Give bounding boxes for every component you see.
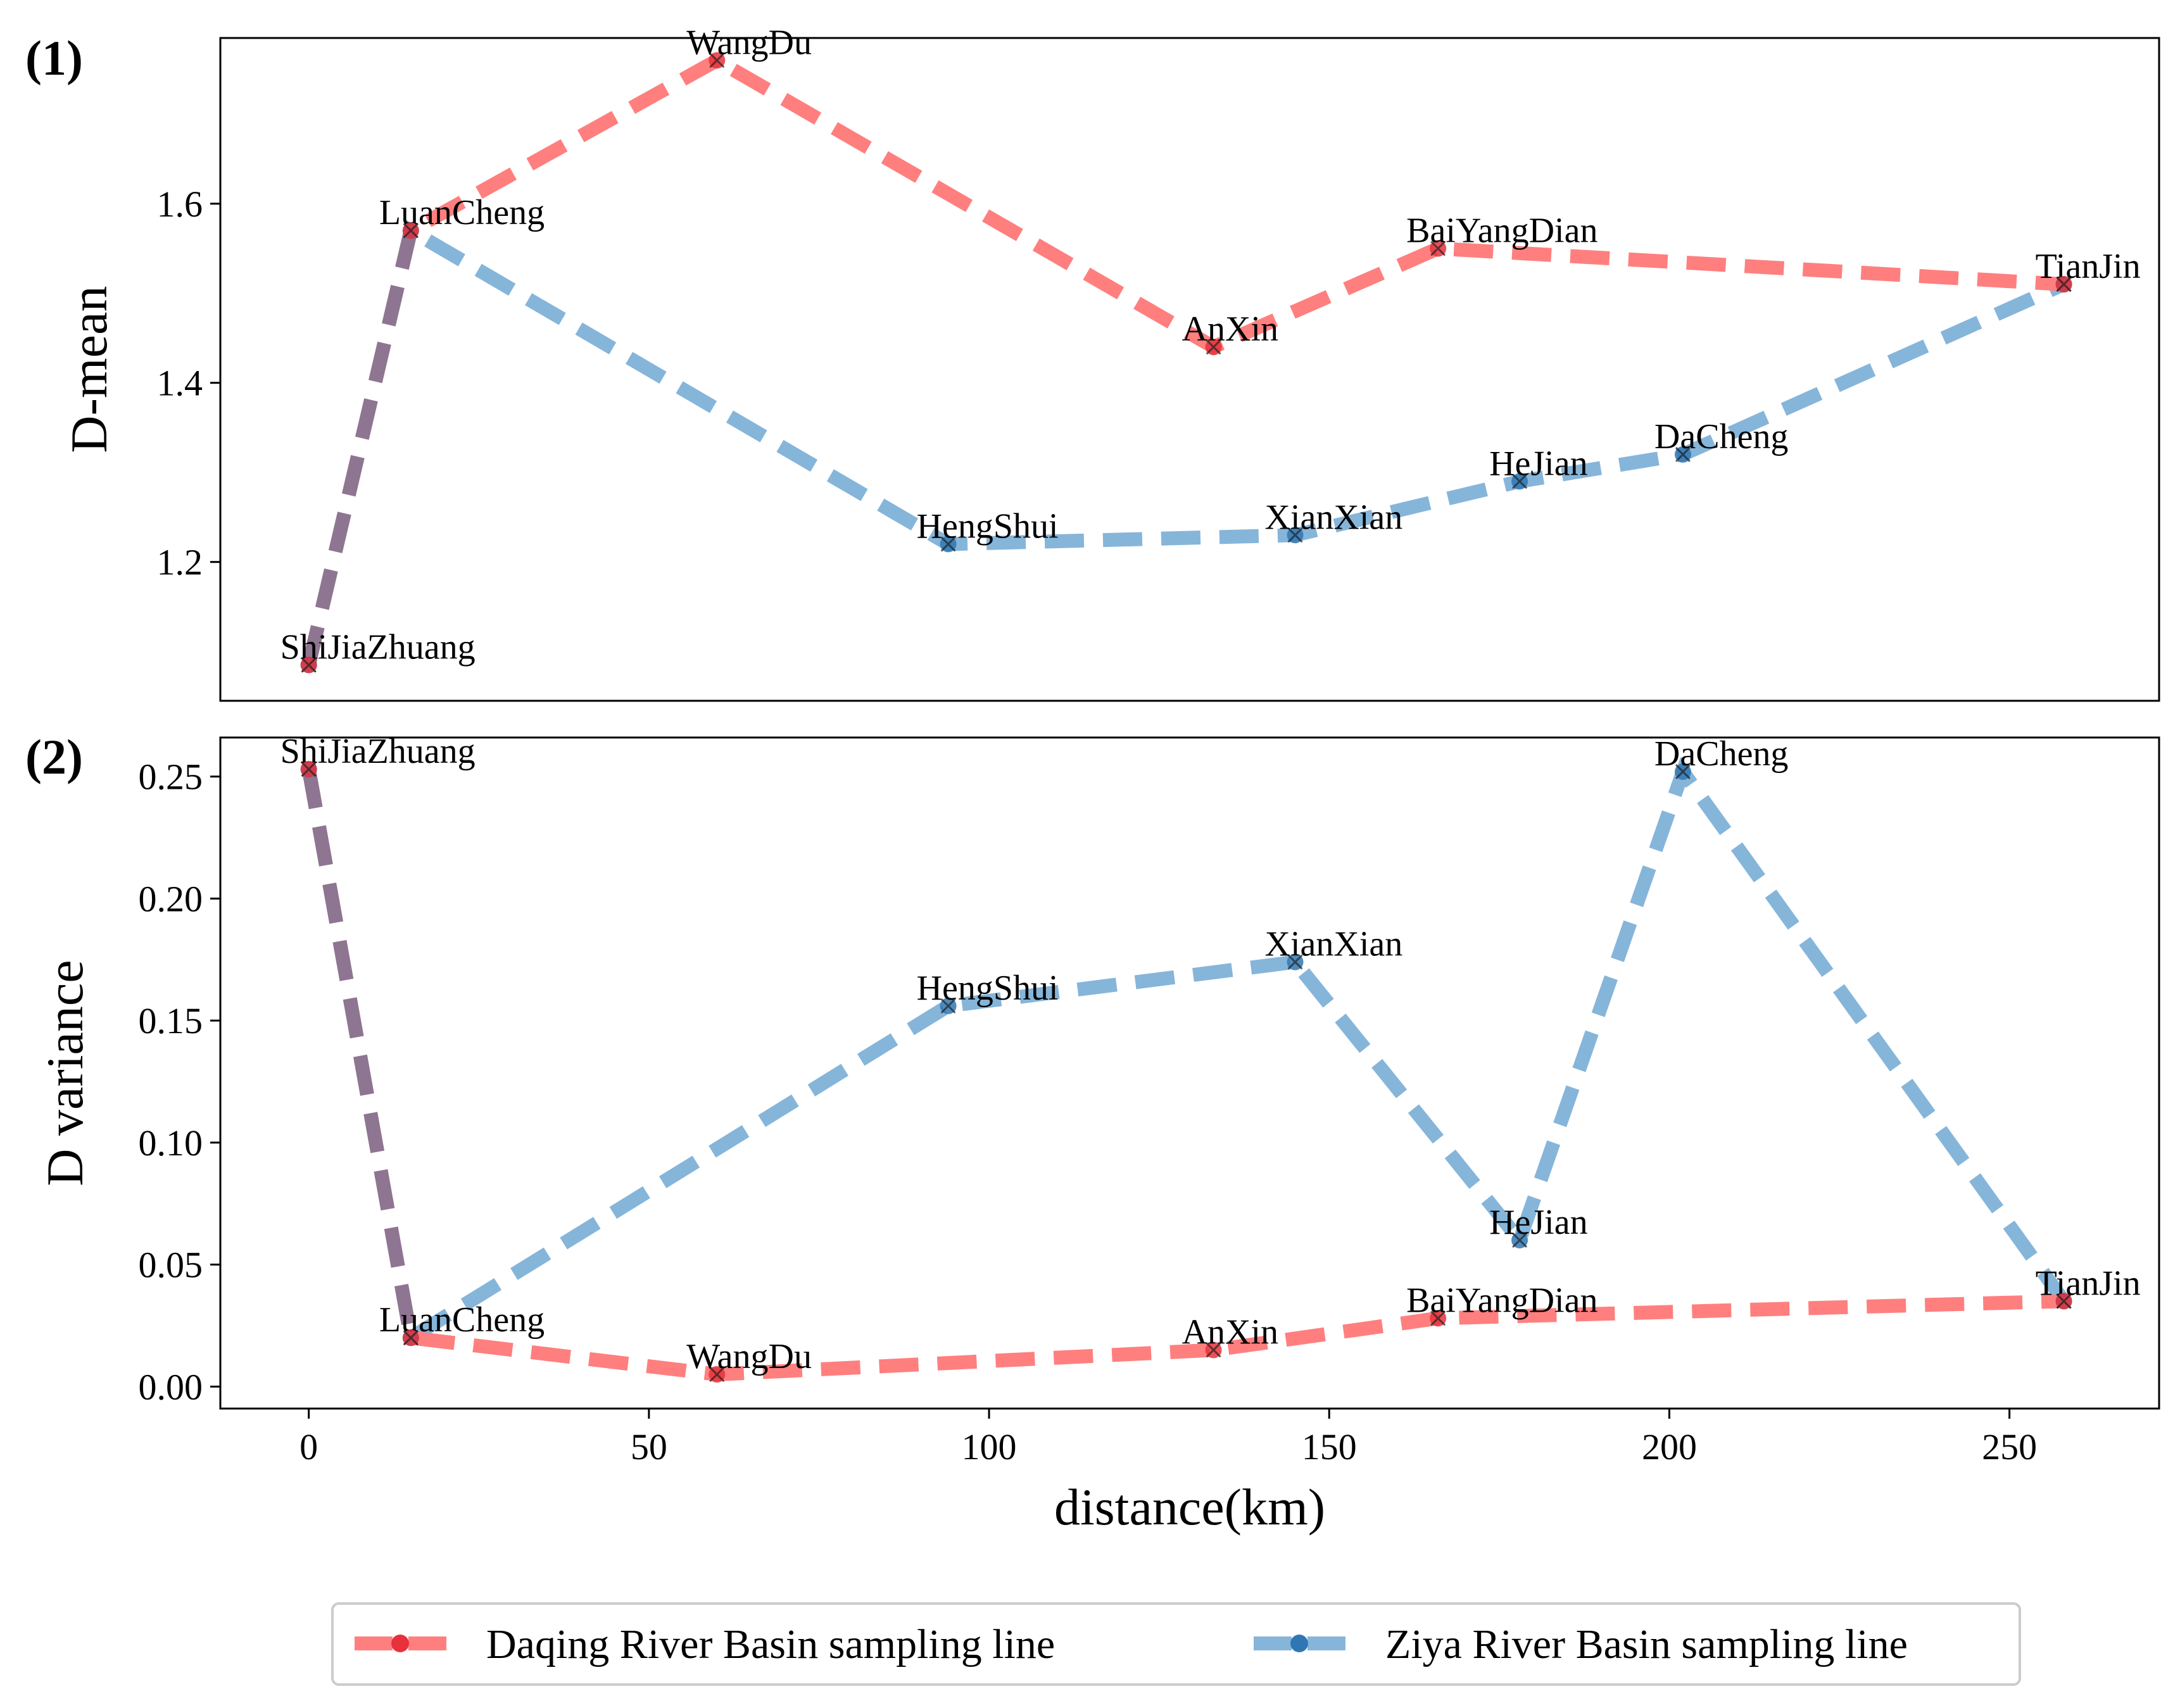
data-point-x-marker [1206, 1342, 1221, 1358]
series-line-ziya [301, 757, 2070, 1350]
point-label: TianJin [2036, 247, 2141, 286]
point-label: BaiYangDian [1406, 211, 1597, 250]
point-label: HeJian [1489, 1203, 1588, 1242]
point-label: BaiYangDian [1406, 1281, 1597, 1320]
point-label: HengShui [917, 506, 1059, 546]
data-point-x-marker [1206, 339, 1221, 355]
x-tick-label: 100 [962, 1426, 1017, 1467]
y-tick-label: 1.6 [157, 184, 203, 225]
legend-marker-ziya [1290, 1635, 1308, 1652]
panel-2-d-variance: 0.00 0.05 0.10 0.15 0.20 0.25 0 50 100 150 200 250 d… [25, 729, 2160, 1536]
plot-frame [219, 37, 2160, 702]
y-tick-label: 0.25 [139, 757, 203, 798]
data-point-x-marker [1512, 1232, 1528, 1248]
series-line-ziya [301, 220, 2067, 667]
data-point-x-marker [1287, 527, 1303, 543]
y-tick-label: 0.10 [139, 1122, 203, 1164]
legend-label-ziya: Ziya River Basin sampling line [1385, 1621, 1908, 1667]
x-tick-label: 50 [631, 1426, 667, 1467]
y-axis-label: D variance [36, 960, 94, 1186]
data-point-x-marker [709, 53, 725, 68]
series-line-overlap [301, 768, 418, 1340]
point-label: AnXin [1182, 1312, 1278, 1352]
series-line-overlap [301, 229, 418, 667]
panel-1-d-mean: 1.21.41.6D-mean(1)ShiJiaZhuangLuanChengH… [25, 23, 2160, 702]
point-label: DaCheng [1654, 734, 1789, 774]
point-label: DaCheng [1654, 417, 1789, 456]
data-point-x-marker [1512, 474, 1528, 489]
point-label: HeJian [1489, 444, 1588, 483]
y-tick-label: 0.20 [139, 878, 203, 919]
y-tick-label: 1.2 [157, 542, 203, 583]
legend-marker-daqing [391, 1635, 409, 1652]
y-tick-label: 0.15 [139, 1000, 203, 1041]
y-axis-label: D-mean [60, 286, 118, 453]
x-tick-label: 150 [1302, 1426, 1357, 1467]
legend-label-daqing: Daqing River Basin sampling line [486, 1621, 1055, 1667]
y-tick-label: 0.05 [139, 1245, 203, 1286]
data-point-x-marker [1287, 954, 1303, 970]
point-label: XianXian [1265, 498, 1403, 537]
panel-label: (2) [25, 729, 83, 784]
series-line-daqing [301, 768, 2064, 1382]
point-label: WangDu [686, 1337, 812, 1376]
data-point-x-marker [403, 223, 419, 239]
data-point-x-marker [403, 1330, 419, 1346]
point-label: WangDu [686, 23, 812, 62]
data-point-x-marker [709, 1366, 725, 1383]
x-tick-label: 0 [299, 1426, 318, 1467]
point-label: TianJin [2036, 1264, 2141, 1303]
data-point-x-marker [1675, 446, 1691, 462]
point-label: HengShui [917, 969, 1059, 1008]
data-point-x-marker [940, 536, 956, 552]
data-point-x-marker [940, 998, 956, 1014]
legend-frame [331, 1602, 2021, 1686]
data-point-x-marker [1430, 1310, 1446, 1326]
legend: Daqing River Basin sampling line Ziya Ri… [331, 1602, 2021, 1686]
data-point-x-marker [2056, 277, 2072, 292]
point-label: XianXian [1265, 925, 1403, 964]
panel-label: (1) [25, 30, 83, 85]
y-tick-label: 0.00 [139, 1366, 203, 1407]
plot-frame [219, 736, 2160, 1410]
point-label: AnXin [1182, 310, 1278, 349]
x-tick-label: 200 [1642, 1426, 1697, 1467]
data-point-x-marker [301, 657, 317, 673]
x-tick-label: 250 [1982, 1426, 2037, 1467]
series-line-daqing [301, 52, 2065, 667]
y-tick-label: 1.4 [157, 363, 203, 404]
data-point-x-marker [301, 762, 317, 777]
x-axis-label: distance(km) [1054, 1478, 1325, 1536]
data-point-x-marker [1675, 763, 1691, 780]
data-point-x-marker [1430, 241, 1446, 256]
data-point-x-marker [2056, 1293, 2072, 1309]
